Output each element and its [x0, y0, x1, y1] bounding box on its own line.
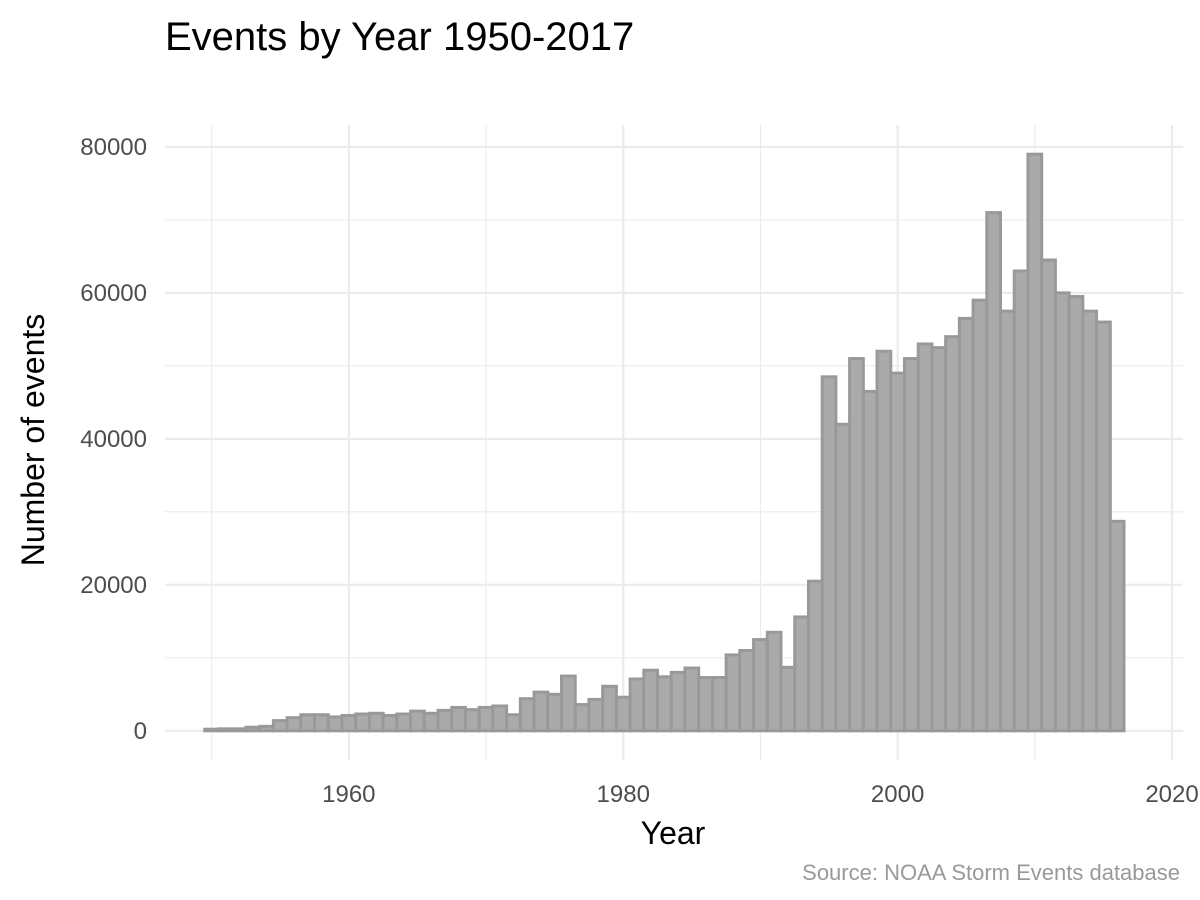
bar-2003	[930, 346, 948, 733]
x-tick-label: 1960	[322, 781, 375, 808]
bar-2009	[1012, 269, 1030, 733]
bar-2012	[1053, 291, 1071, 733]
y-tick-label: 60000	[80, 280, 147, 307]
y-tick-label: 80000	[80, 134, 147, 161]
x-tick-label: 2000	[871, 781, 924, 808]
bar-1952	[230, 727, 248, 733]
bar-1966	[422, 711, 440, 733]
bar-1953	[244, 725, 262, 733]
bar-1972	[505, 713, 522, 733]
bar-2011	[1040, 258, 1057, 733]
bar-1989	[738, 649, 756, 733]
bar-2016	[1108, 519, 1126, 733]
bar-1976	[559, 674, 577, 733]
bar-1986	[697, 676, 714, 733]
bar-1968	[450, 705, 467, 733]
bar-1998	[861, 389, 879, 733]
bar-1988	[724, 653, 742, 733]
bar-1983	[656, 675, 673, 733]
bar-1974	[532, 690, 550, 733]
bar-2002	[916, 342, 934, 733]
bar-1950	[203, 727, 221, 733]
bar-1970	[477, 705, 495, 733]
y-tick-label: 20000	[80, 572, 147, 599]
bar-1996	[834, 422, 852, 733]
bar-2005	[957, 316, 975, 733]
bar-2001	[902, 357, 920, 733]
bar-1992	[779, 665, 797, 733]
source-caption: Source: NOAA Storm Events database	[802, 860, 1180, 885]
x-tick-label: 2020	[1145, 781, 1198, 808]
bar-1997	[848, 357, 865, 733]
bar-1987	[710, 676, 728, 733]
x-tick-label: 1980	[597, 781, 650, 808]
bar-1973	[518, 697, 536, 733]
bar-2004	[944, 335, 961, 733]
bar-2008	[999, 309, 1016, 733]
bar-1978	[587, 697, 605, 733]
bar-1956	[285, 716, 303, 733]
bar-1995	[820, 375, 838, 733]
bar-1985	[683, 666, 701, 733]
bar-1957	[299, 713, 317, 733]
bar-1979	[601, 684, 618, 733]
bar-1971	[491, 704, 509, 733]
y-tick-label: 0	[134, 718, 147, 745]
bar-1959	[326, 715, 344, 733]
bar-1991	[765, 630, 783, 733]
bar-1954	[258, 724, 275, 733]
y-tick-label: 40000	[80, 426, 147, 453]
bar-1967	[436, 708, 454, 733]
bar-2013	[1067, 295, 1085, 733]
bar-1963	[381, 713, 399, 733]
chart-title: Events by Year 1950-2017	[165, 15, 634, 59]
bar-1984	[669, 670, 687, 733]
bar-2015	[1095, 320, 1112, 733]
bar-1999	[875, 349, 893, 733]
bar-1993	[793, 615, 810, 733]
bar-1981	[628, 677, 646, 733]
bars	[203, 152, 1126, 733]
x-axis-title: Year	[641, 815, 706, 851]
bar-1958	[313, 713, 330, 733]
bar-2006	[971, 298, 989, 733]
bar-1980	[614, 695, 632, 733]
y-axis-title: Number of events	[15, 314, 51, 567]
bar-1975	[546, 692, 563, 733]
y-tick-labels: 0 20000 40000 60000 80000	[80, 134, 147, 745]
bar-1969	[463, 708, 481, 733]
bar-1977	[573, 703, 591, 733]
bar-2014	[1081, 309, 1099, 733]
bar-1982	[642, 668, 660, 733]
bar-1961	[354, 712, 371, 733]
bar-1965	[409, 709, 426, 733]
bar-1955	[271, 719, 289, 733]
bar-2007	[985, 211, 1003, 733]
x-tick-labels: 1960 1980 2000 2020	[322, 781, 1199, 808]
bar-1994	[806, 579, 824, 733]
bar-1962	[367, 711, 385, 733]
bar-2010	[1026, 152, 1044, 733]
bar-2000	[889, 371, 906, 733]
bar-1990	[752, 638, 769, 733]
bar-1951	[217, 727, 234, 733]
bar-1960	[340, 713, 358, 733]
bar-1964	[395, 712, 413, 733]
